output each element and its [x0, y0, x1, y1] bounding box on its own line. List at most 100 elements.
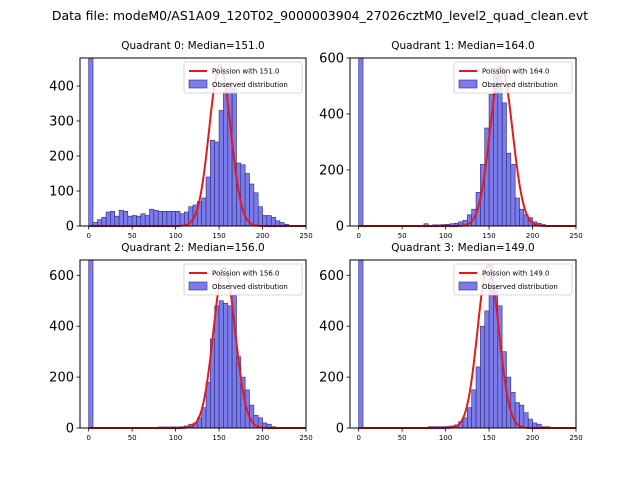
- histogram-bar: [114, 215, 120, 227]
- panel-title: Quadrant 2: Median=156.0: [121, 242, 264, 254]
- histogram-bar: [214, 141, 220, 227]
- legend-box: [183, 61, 303, 94]
- x-tick-label: 0: [86, 434, 90, 442]
- x-tick-label: 200: [256, 434, 269, 442]
- legend-bar-label: Observed distribution: [212, 283, 288, 291]
- x-tick-label: 150: [212, 434, 225, 442]
- x-tick-label: 250: [299, 232, 312, 240]
- histogram-bar: [88, 259, 94, 429]
- quadrant-0-panel: 0 50 100 150 200 250 0 100 200 300 400 Quadrant 0: …: [49, 40, 313, 240]
- histogram-bar: [484, 310, 490, 429]
- y-tick-label: 200: [49, 371, 74, 386]
- x-tick-label: 200: [526, 434, 539, 442]
- histogram-bar: [358, 259, 364, 429]
- quadrant-1-panel: 0 50 100 150 200 250 0 200 400 600 Quadrant 1: Med…: [319, 40, 583, 240]
- histogram-bar: [170, 211, 176, 227]
- figure-title: Data file: modeM0/AS1A09_120T02_90000039…: [52, 8, 588, 23]
- y-tick-label: 600: [319, 269, 344, 284]
- legend-bar-swatch: [458, 79, 478, 89]
- histogram-bar: [527, 418, 533, 429]
- legend-box: [183, 263, 303, 296]
- histogram-bar: [358, 57, 364, 227]
- histogram-bar: [514, 197, 520, 227]
- histogram-bar: [475, 366, 481, 429]
- histogram-bar: [270, 216, 276, 227]
- histogram-bar: [140, 213, 146, 227]
- y-tick-label: 400: [49, 80, 74, 95]
- histogram-bar: [123, 211, 129, 227]
- histogram-bar: [480, 325, 486, 429]
- legend-bar-swatch: [188, 79, 208, 89]
- y-tick-label: 0: [336, 220, 344, 235]
- y-tick-label: 600: [319, 52, 344, 67]
- histogram-bar: [471, 389, 477, 429]
- legend-box: [453, 61, 573, 94]
- x-tick-label: 100: [439, 232, 452, 240]
- axes-frame: [79, 259, 307, 429]
- histogram-bar: [506, 152, 512, 227]
- histogram-bar: [227, 305, 233, 429]
- legend-curve-label: Poission with 149.0: [482, 270, 550, 278]
- legend-bar-label: Observed distribution: [482, 81, 558, 89]
- y-tick-label: 0: [66, 220, 74, 235]
- histogram-bar: [166, 211, 172, 227]
- panel-title: Quadrant 1: Median=164.0: [391, 40, 534, 52]
- legend: Poission with 156.0 Observed distribution: [183, 263, 303, 296]
- x-tick-label: 50: [128, 434, 137, 442]
- y-tick-label: 200: [319, 164, 344, 179]
- histogram-bar: [223, 90, 229, 227]
- quadrant-3-panel: 0 50 100 150 200 250 0 200 400 600 Quadrant 3: Med…: [319, 242, 583, 442]
- histogram-bar: [501, 102, 507, 227]
- legend-box: [453, 263, 573, 296]
- histogram-bar: [101, 216, 107, 227]
- histogram-bar: [218, 110, 224, 227]
- histogram-bar: [144, 215, 150, 227]
- x-tick-label: 200: [256, 232, 269, 240]
- x-tick-label: 150: [482, 434, 495, 442]
- histogram-bar: [162, 211, 168, 227]
- x-tick-label: 100: [439, 434, 452, 442]
- y-tick-label: 400: [319, 320, 344, 335]
- histogram-bar: [127, 215, 133, 227]
- legend-curve-label: Poission with 164.0: [482, 68, 550, 76]
- histogram-bar: [131, 215, 137, 227]
- legend-bar-swatch: [458, 281, 478, 291]
- panel-title: Quadrant 0: Median=151.0: [121, 40, 264, 52]
- histogram-bar: [467, 407, 472, 429]
- x-tick-label: 200: [526, 232, 539, 240]
- x-tick-label: 50: [398, 434, 407, 442]
- histogram-bar: [110, 211, 116, 227]
- quadrant-2-panel: 0 50 100 150 200 250 0 200 400 600 Quadrant 2: Med…: [49, 242, 313, 442]
- histogram-bar: [266, 215, 272, 227]
- histogram-bar: [201, 197, 207, 227]
- axes-frame: [349, 259, 577, 429]
- x-tick-label: 250: [569, 434, 582, 442]
- legend-bar-label: Observed distribution: [482, 283, 558, 291]
- x-tick-label: 250: [299, 434, 312, 442]
- histogram-bar: [153, 209, 159, 227]
- histogram-bar: [205, 176, 211, 227]
- y-tick-label: 200: [49, 150, 74, 165]
- y-tick-label: 200: [319, 371, 344, 386]
- histogram-bar: [249, 183, 255, 227]
- histogram-bar: [214, 305, 220, 429]
- y-tick-label: 300: [49, 115, 74, 130]
- histogram-bar: [253, 192, 259, 227]
- y-tick-label: 400: [319, 108, 344, 123]
- histogram-bar: [210, 139, 216, 227]
- legend: Poission with 164.0 Observed distribution: [453, 61, 573, 94]
- x-tick-label: 0: [356, 232, 360, 240]
- y-tick-label: 600: [49, 269, 74, 284]
- y-tick-label: 400: [49, 320, 74, 335]
- histogram-bar: [462, 417, 468, 429]
- x-tick-label: 50: [128, 232, 137, 240]
- histogram-bar: [257, 206, 263, 227]
- axes-frame: [349, 57, 577, 227]
- legend-bar-label: Observed distribution: [212, 81, 288, 89]
- histogram-bar: [223, 302, 229, 429]
- legend: Poission with 151.0 Observed distribution: [183, 61, 303, 94]
- legend-curve-label: Poission with 151.0: [212, 68, 280, 76]
- histogram-bar: [175, 211, 181, 227]
